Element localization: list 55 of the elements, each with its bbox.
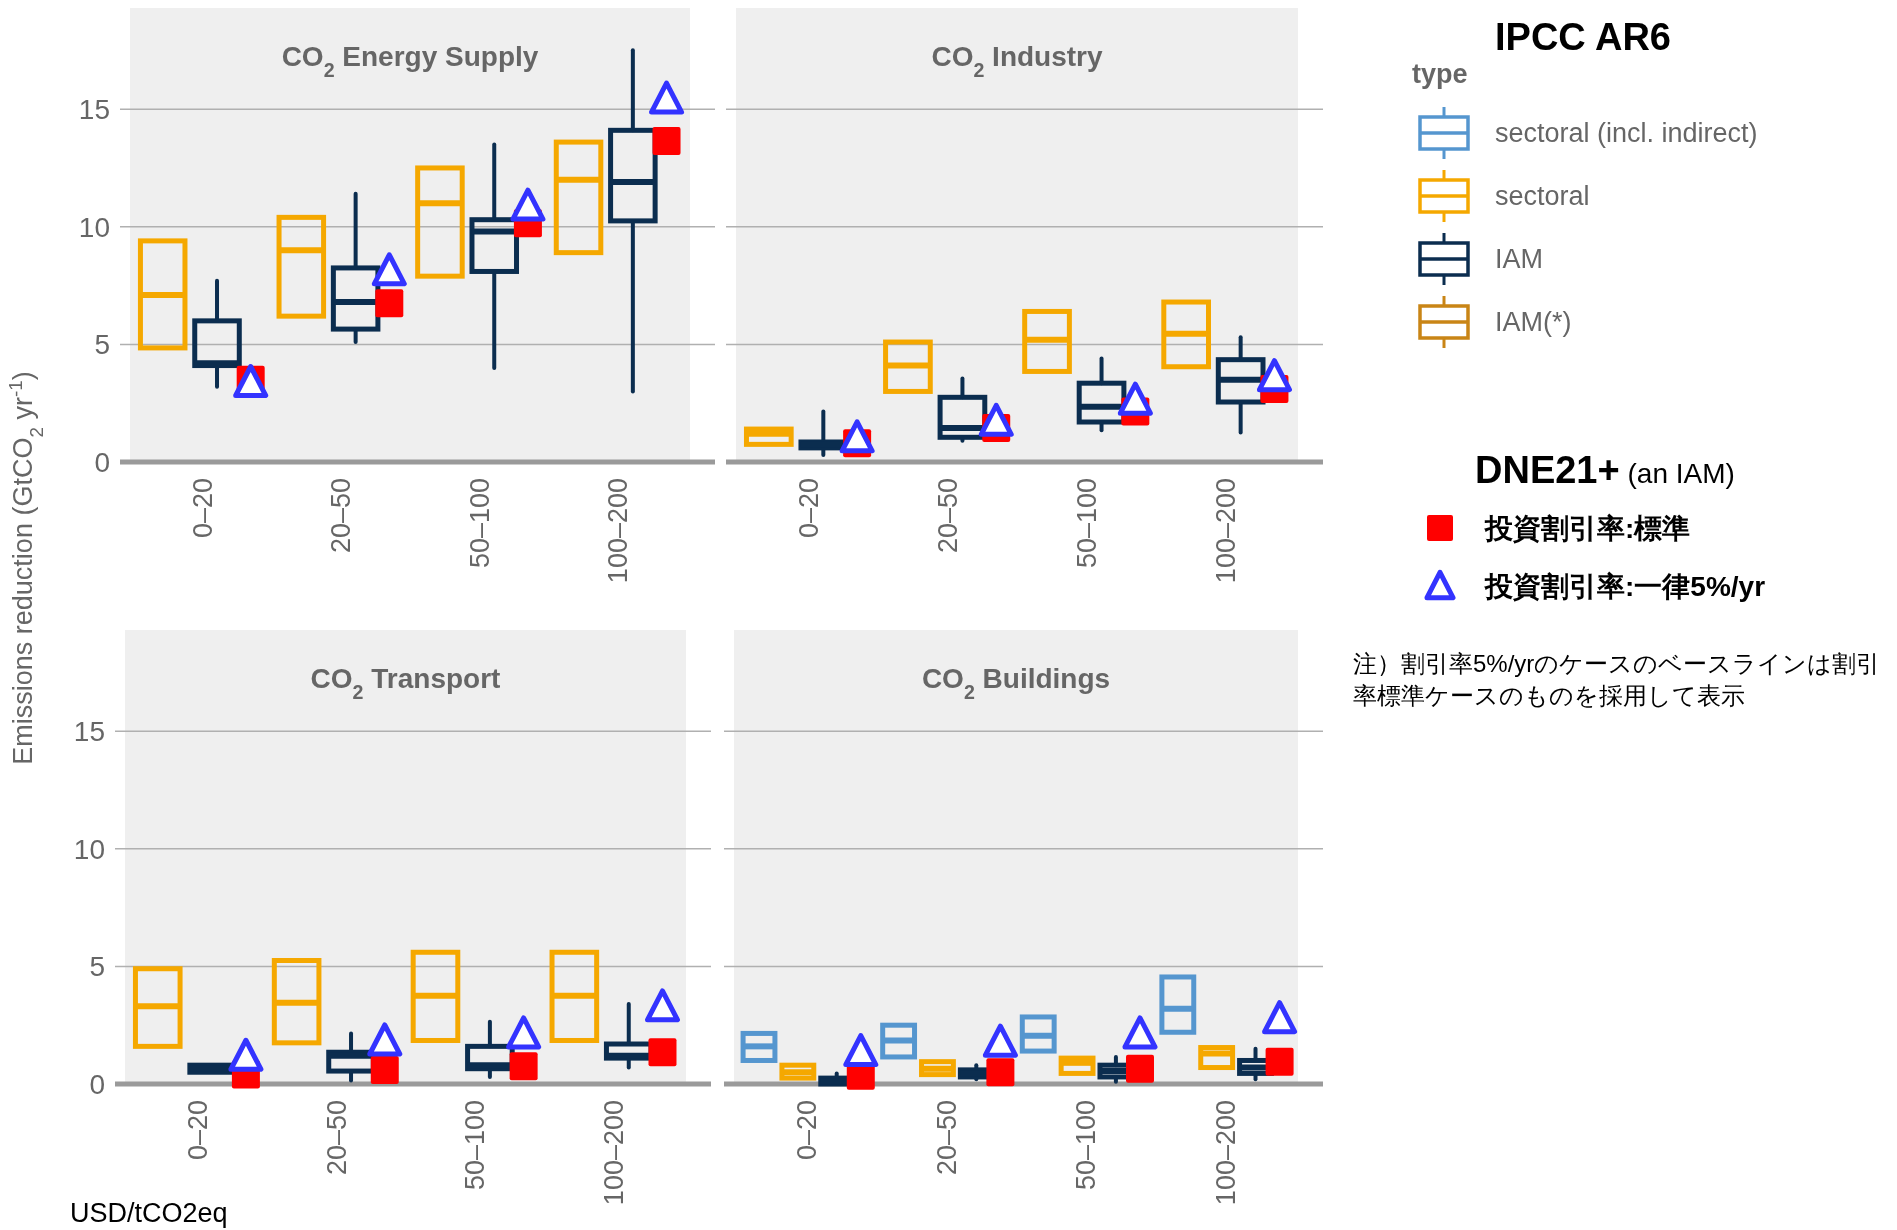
- point: [375, 289, 404, 318]
- point: [1256, 358, 1292, 393]
- legend-label: sectoral (incl. indirect): [1495, 118, 1758, 149]
- text: 注）割引率5%/yrのケースのベースラインは割引率標準ケースのものを採用して表示: [1353, 649, 1882, 711]
- point: [652, 126, 681, 155]
- x-tick-label: 20–50: [326, 478, 357, 554]
- x-tick-label: 20–50: [321, 1100, 352, 1176]
- point: [510, 187, 546, 222]
- y-tick-label: 10: [78, 211, 110, 243]
- legend-label: IAM: [1495, 244, 1544, 275]
- x-tick-label: 100–200: [599, 1100, 630, 1206]
- x-tick-label: 0–20: [792, 1100, 823, 1161]
- y-tick-label: 15: [73, 715, 105, 747]
- text: IPCC AR6: [1495, 16, 1671, 58]
- x-tick-label: 50–100: [464, 478, 495, 569]
- point: [978, 402, 1014, 437]
- x-tick-label: 50–100: [1071, 1100, 1102, 1191]
- point: [1122, 1015, 1158, 1050]
- x-tick-label: 100–200: [1211, 478, 1242, 584]
- point: [982, 1023, 1018, 1058]
- y-tick-label: 15: [78, 93, 110, 125]
- x-tick-label: 50–100: [460, 1100, 491, 1191]
- legend-label: IAM(*): [1495, 307, 1572, 338]
- legend-label: 投資割引率:一律5%/yr: [1484, 570, 1766, 602]
- x-tick-label: 0–20: [793, 478, 824, 539]
- point: [371, 252, 407, 287]
- legend-title: type: [1412, 59, 1468, 89]
- x-tick-label: 0–20: [187, 478, 218, 539]
- y-tick-label: 5: [89, 951, 105, 983]
- text: CO$_{2}$ Transport: [310, 663, 501, 703]
- point: [1125, 1054, 1154, 1083]
- text: CO$_{2}$ Buildings: [921, 663, 1111, 703]
- y-tick-label: 10: [73, 833, 105, 865]
- text: DNE21+ (an IAM): [1475, 449, 1735, 491]
- legend-label: sectoral: [1495, 181, 1590, 212]
- x-tick-label: 100–200: [603, 478, 634, 584]
- y-tick-label: 5: [94, 329, 110, 361]
- text: CO$_{2}$ Energy Supply: [281, 41, 539, 81]
- x-tick-label: 0–20: [182, 1100, 213, 1161]
- x-tick-label: 20–50: [932, 478, 963, 554]
- point: [1262, 1000, 1298, 1035]
- legend-label: 投資割引率:標準: [1484, 512, 1691, 544]
- x-tick-label: 50–100: [1072, 478, 1102, 569]
- y-tick-label: 0: [94, 446, 110, 478]
- text: CO$_{2}$ Industry: [931, 41, 1103, 81]
- point: [1117, 381, 1153, 416]
- point: [649, 80, 685, 115]
- x-axis-title: USD/tCO2eq: [70, 1198, 228, 1228]
- x-tick-label: 100–200: [1210, 1100, 1241, 1206]
- point: [843, 1033, 879, 1068]
- y-tick-label: 0: [89, 1068, 105, 1100]
- point: [839, 419, 875, 454]
- x-tick-label: 20–50: [931, 1100, 962, 1176]
- point: [986, 1058, 1015, 1087]
- point: [1265, 1047, 1294, 1076]
